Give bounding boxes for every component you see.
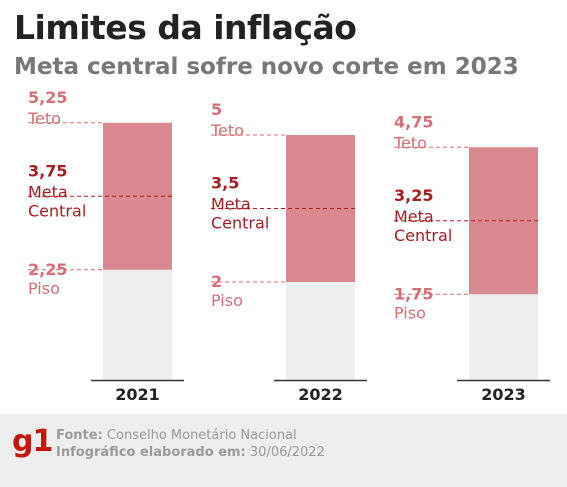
- piso-label: Piso: [394, 303, 426, 322]
- year-label: 2023: [481, 385, 526, 404]
- bar-base-2021: [103, 269, 172, 380]
- piso-value-label: 2: [211, 272, 222, 291]
- chart-subtitle: Meta central sofre novo corte em 2023: [14, 54, 519, 80]
- meta-label-line2: Central: [211, 214, 269, 233]
- source-line: Fonte: Conselho Monetário Nacional: [56, 428, 297, 443]
- teto-label: Teto: [393, 133, 427, 152]
- meta-label-line2: Central: [28, 201, 86, 220]
- piso-value-label: 2,25: [28, 260, 67, 279]
- piso-value-label: 1,75: [394, 284, 433, 303]
- date-label: Infográfico elaborado em:: [56, 445, 246, 460]
- bar-base-2023: [469, 294, 538, 380]
- g1-logo: g1: [12, 424, 53, 459]
- date-value: 30/06/2022: [249, 445, 325, 460]
- meta-label-line2: Central: [394, 226, 452, 245]
- teto-value-label: 4,75: [394, 112, 433, 131]
- source-value: Conselho Monetário Nacional: [106, 428, 297, 443]
- footer: g1 Fonte: Conselho Monetário Nacional In…: [0, 414, 567, 487]
- meta-label-line1: Meta: [211, 195, 251, 214]
- teto-value-label: 5: [211, 100, 222, 119]
- piso-label: Piso: [28, 279, 60, 298]
- meta-value-label: 3,25: [394, 186, 433, 205]
- year-label: 2021: [115, 385, 160, 404]
- meta-label-line1: Meta: [394, 207, 434, 226]
- teto-value-label: 5,25: [28, 88, 67, 107]
- teto-label: Teto: [210, 121, 244, 140]
- chart-title: Limites da inflação: [14, 8, 357, 47]
- inflation-limits-chart: 5,25Teto3,75MetaCentral2,25Piso20215Teto…: [27, 88, 550, 404]
- source-label: Fonte:: [56, 428, 103, 443]
- date-line: Infográfico elaborado em: 30/06/2022: [56, 445, 325, 460]
- meta-label-line1: Meta: [28, 182, 68, 201]
- meta-value-label: 3,5: [211, 174, 239, 193]
- year-label: 2022: [298, 385, 343, 404]
- piso-label: Piso: [211, 291, 243, 310]
- teto-label: Teto: [27, 109, 61, 128]
- bar-base-2022: [286, 282, 355, 380]
- meta-value-label: 3,75: [28, 161, 67, 180]
